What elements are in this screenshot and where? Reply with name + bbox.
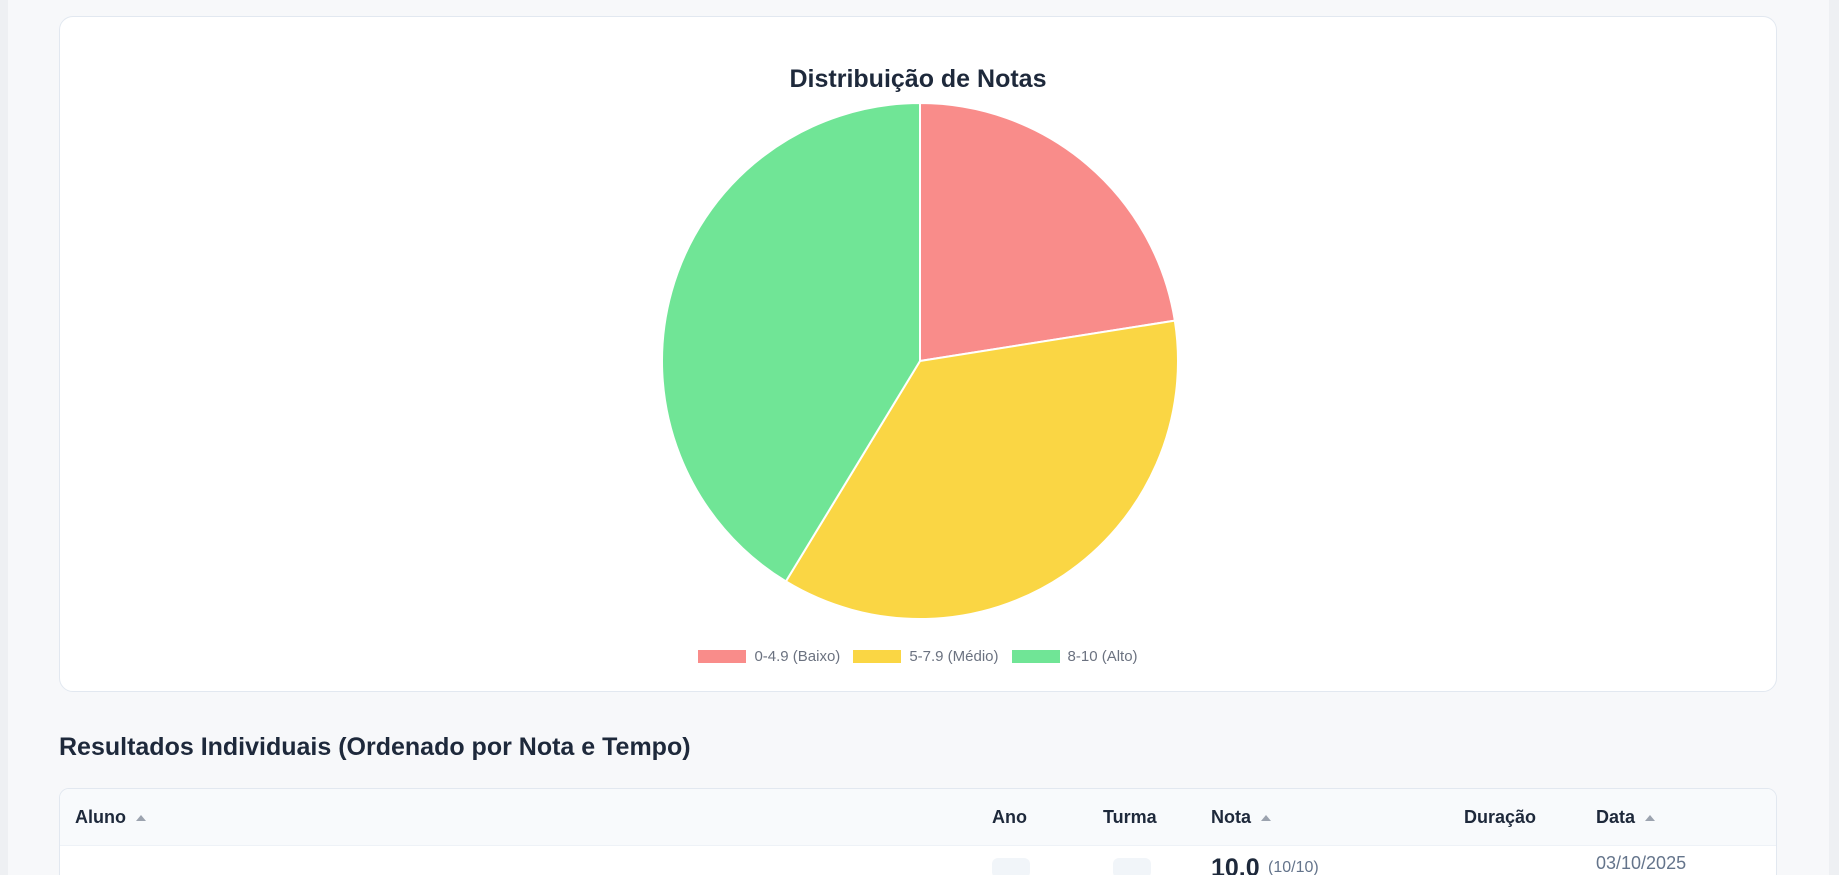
column-header-duracao: Duração xyxy=(1464,807,1536,828)
chart-card: Distribuição de Notas 0-4.9 (Baixo) 5-7.… xyxy=(59,16,1777,692)
column-label-aluno: Aluno xyxy=(75,807,126,827)
column-label-data: Data xyxy=(1596,807,1636,827)
column-header-ano: Ano xyxy=(992,807,1027,828)
legend-swatch-medio xyxy=(853,650,902,663)
pie-chart xyxy=(661,101,1179,620)
grade-detail: (10/10) xyxy=(1268,859,1319,875)
section-title: Resultados Individuais (Ordenado por Not… xyxy=(59,733,691,761)
sort-asc-icon[interactable] xyxy=(136,814,146,821)
legend-item-medio[interactable]: 5-7.9 (Médio) xyxy=(853,648,999,665)
pie-slice-alto[interactable] xyxy=(661,101,921,583)
column-label-nota: Nota xyxy=(1211,807,1251,827)
legend-label-medio: 5-7.9 (Médio) xyxy=(909,648,999,665)
left-edge-strip xyxy=(0,0,8,875)
table-header: Aluno Ano Turma Nota Duração Data xyxy=(60,789,1776,846)
date-value: 03/10/2025 xyxy=(1596,853,1687,873)
class-badge xyxy=(1113,858,1151,875)
results-table: Aluno Ano Turma Nota Duração Data xyxy=(59,788,1777,875)
chart-legend: 0-4.9 (Baixo) 5-7.9 (Médio) 8-10 (Alto) xyxy=(60,648,1776,665)
legend-swatch-alto xyxy=(1011,650,1060,663)
column-label-duracao: Duração xyxy=(1464,807,1537,827)
legend-label-alto: 8-10 (Alto) xyxy=(1067,648,1138,665)
column-header-turma: Turma xyxy=(1103,807,1157,828)
year-badge xyxy=(992,858,1030,875)
column-header-nota[interactable]: Nota xyxy=(1211,807,1271,828)
column-label-ano: Ano xyxy=(992,807,1027,827)
column-label-turma: Turma xyxy=(1103,807,1157,827)
pie-slice-baixo[interactable] xyxy=(919,101,1176,363)
column-header-aluno[interactable]: Aluno xyxy=(75,807,146,828)
grade-value: 10.0 xyxy=(1211,854,1260,875)
sort-asc-icon[interactable] xyxy=(1261,814,1271,821)
column-header-data[interactable]: Data xyxy=(1596,807,1656,828)
chart-title: Distribuição de Notas xyxy=(789,65,1047,93)
scrollbar-track[interactable] xyxy=(1829,0,1839,875)
legend-label-baixo: 0-4.9 (Baixo) xyxy=(754,648,841,665)
legend-item-baixo[interactable]: 0-4.9 (Baixo) xyxy=(698,648,840,665)
table-row[interactable]: 10.0 (10/10) 03/10/2025 xyxy=(60,846,1776,875)
sort-asc-icon[interactable] xyxy=(1645,814,1656,821)
legend-swatch-baixo xyxy=(698,650,747,663)
pie-slice-medio[interactable] xyxy=(784,319,1179,620)
legend-item-alto[interactable]: 8-10 (Alto) xyxy=(1011,648,1138,665)
